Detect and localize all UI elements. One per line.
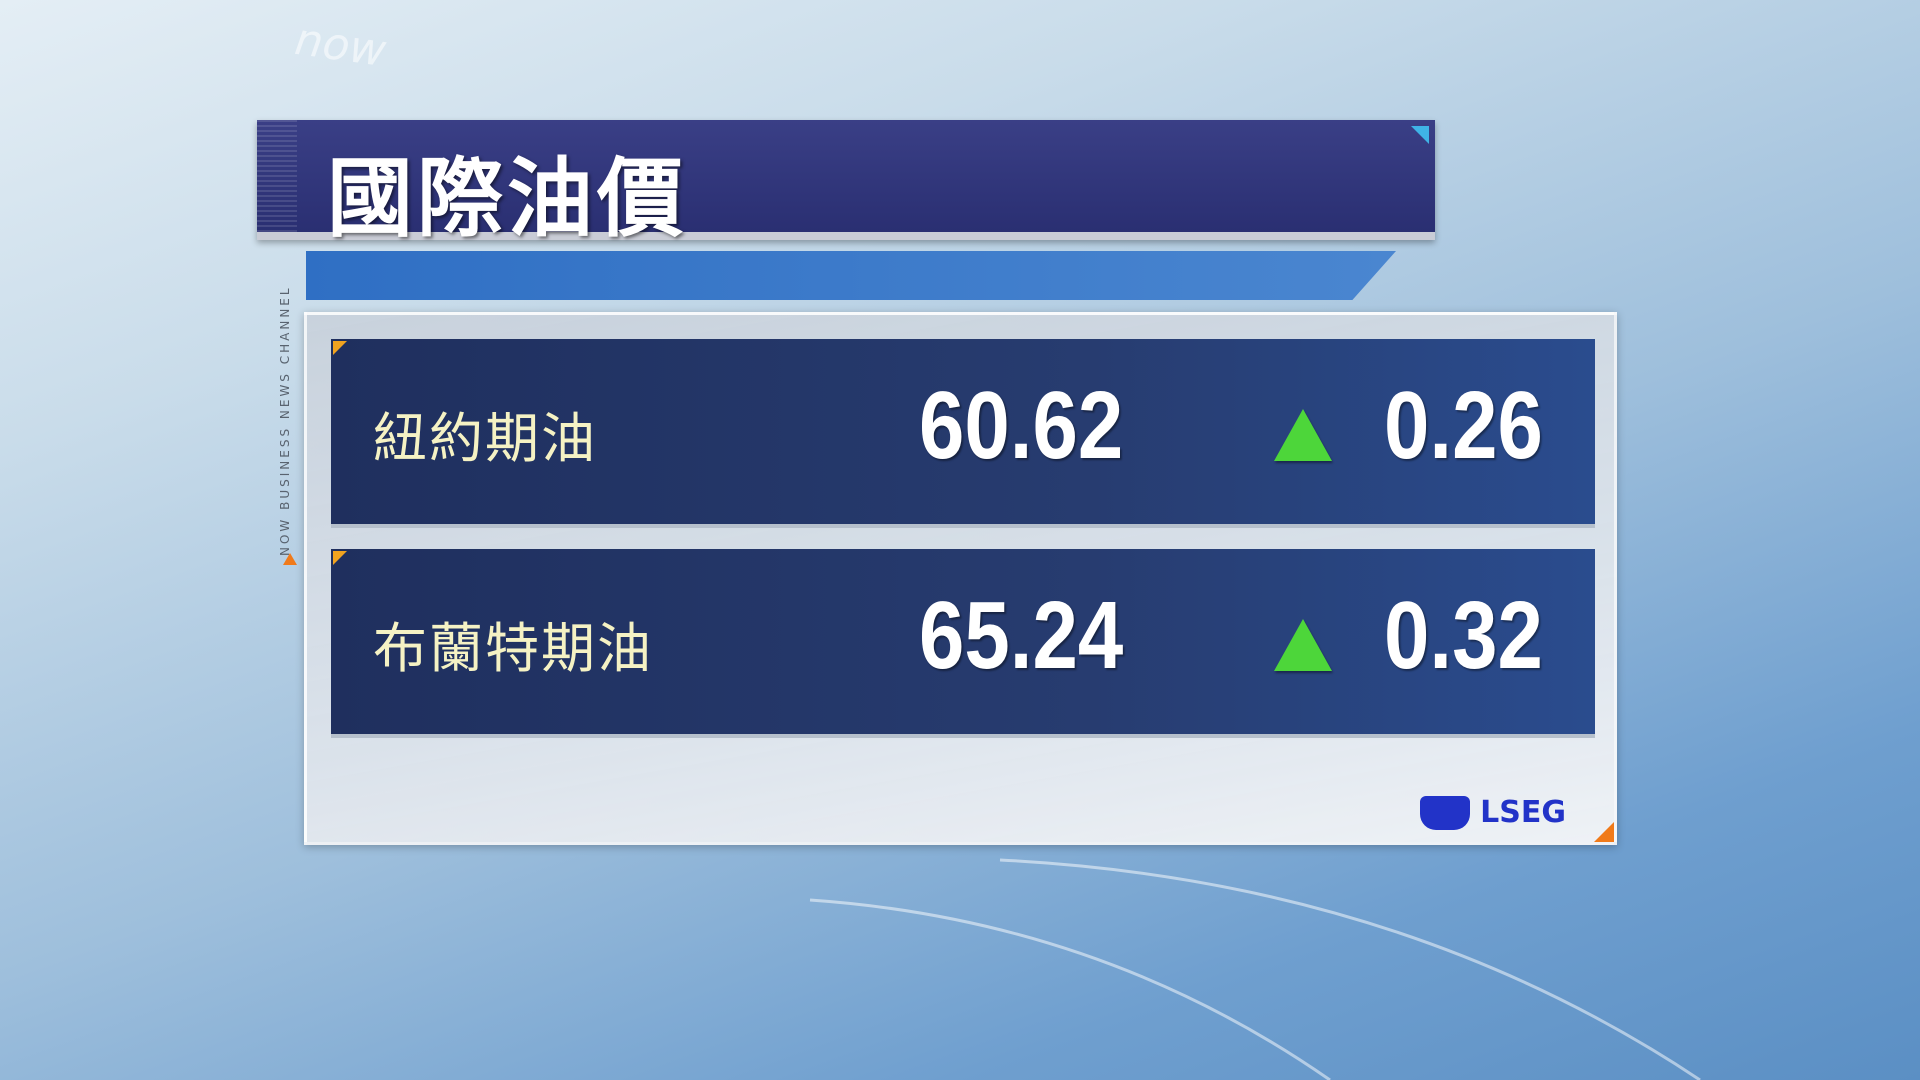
triangle-icon xyxy=(283,553,297,565)
quote-change: 0.26 xyxy=(1384,372,1543,479)
quote-name: 紐約期油 xyxy=(373,407,597,470)
source-logo: LSEG xyxy=(1420,795,1566,830)
title-sub-bar xyxy=(306,251,1396,300)
quote-price: 65.24 xyxy=(918,582,1123,689)
quote-row-wti: 紐約期油 60.62 0.26 xyxy=(331,339,1595,528)
row-corner-accent xyxy=(333,551,347,565)
row-corner-accent xyxy=(333,341,347,355)
panel-corner-accent xyxy=(1594,822,1614,842)
title-bar: 國際油價 xyxy=(257,120,1435,249)
lseg-crest-icon xyxy=(1420,795,1471,830)
page-title: 國際油價 xyxy=(327,149,687,249)
quotes-panel: 紐約期油 60.62 0.26 布蘭特期油 65.24 0.32 LSEG xyxy=(304,312,1617,845)
background-arc xyxy=(809,898,1331,1080)
title-corner-accent xyxy=(1411,126,1429,144)
background-arc xyxy=(999,858,1701,1080)
quote-price: 60.62 xyxy=(918,372,1123,479)
channel-strip-text: NOW BUSINESS NEWS CHANNEL xyxy=(278,285,292,556)
up-arrow-icon xyxy=(1274,619,1332,671)
quote-row-brent: 布蘭特期油 65.24 0.32 xyxy=(331,549,1595,738)
title-stripe xyxy=(257,120,297,232)
source-logo-text: LSEG xyxy=(1480,795,1566,830)
quote-name: 布蘭特期油 xyxy=(373,617,653,680)
up-arrow-icon xyxy=(1274,409,1332,461)
quote-change: 0.32 xyxy=(1384,582,1543,689)
